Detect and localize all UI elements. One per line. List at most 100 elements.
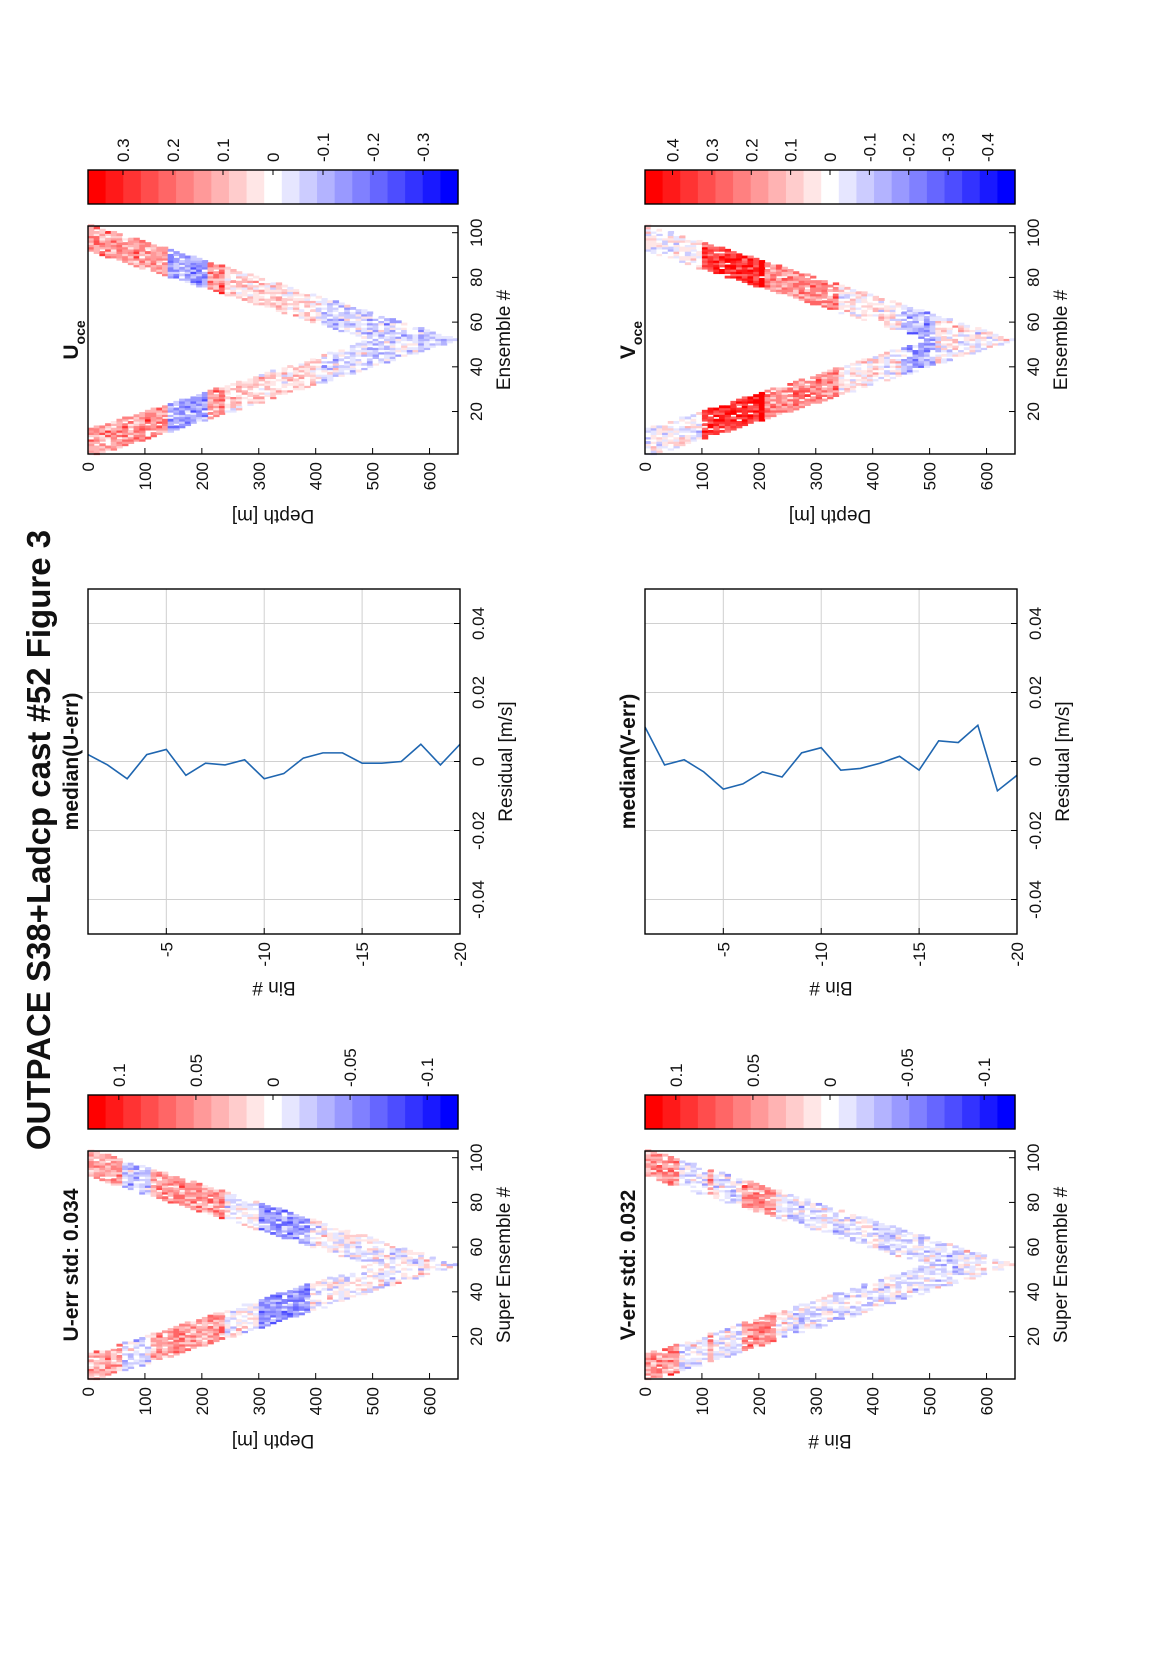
heatmap-cell	[332, 374, 340, 377]
heatmap-cell	[207, 1205, 214, 1208]
heatmap-cell	[292, 304, 300, 308]
heatmap-cell	[918, 1236, 925, 1240]
heatmap-cell	[139, 416, 146, 420]
heatmap-cell	[196, 407, 203, 411]
heatmap-cell	[679, 1368, 686, 1372]
heatmap-cell	[247, 1225, 254, 1229]
heatmap-cell	[810, 1227, 817, 1231]
heatmap-cell	[741, 1185, 749, 1188]
heatmap-cell	[236, 403, 243, 406]
heatmap-cell	[247, 1223, 254, 1226]
heatmap-cell	[338, 1229, 345, 1233]
heatmap-cell	[372, 1281, 379, 1284]
heatmap-cell	[656, 1354, 663, 1358]
heatmap-cell	[270, 1319, 277, 1322]
heatmap-cell	[775, 1200, 783, 1204]
heatmap-cell	[264, 382, 271, 386]
heatmap-cell	[952, 1274, 959, 1278]
heatmap-cell	[190, 418, 197, 422]
heatmap-cell	[144, 1173, 152, 1177]
heatmap-cell	[781, 1214, 788, 1217]
heatmap-cell	[770, 1339, 777, 1343]
heatmap-cell	[753, 405, 760, 409]
heatmap-cell	[696, 1352, 703, 1356]
heatmap-cell	[139, 1359, 146, 1363]
heatmap-cell	[133, 1350, 140, 1354]
heatmap-cell	[810, 385, 817, 389]
heatmap-cell	[906, 1256, 914, 1260]
heatmap-cell	[184, 1187, 192, 1191]
heatmap-cell	[224, 1323, 231, 1327]
heatmap-cell	[366, 353, 374, 357]
heatmap-cell	[929, 353, 936, 357]
heatmap-cell	[849, 1294, 857, 1298]
heatmap-cell	[355, 311, 362, 315]
heatmap-cell	[764, 405, 771, 409]
heatmap-cell	[372, 1274, 379, 1278]
heatmap-cell	[162, 257, 169, 261]
heatmap-cell	[93, 441, 100, 444]
heatmap-cell	[196, 257, 203, 261]
heatmap-cell	[758, 1332, 766, 1336]
heatmap-cell	[867, 367, 874, 371]
heatmap-cell	[401, 1247, 408, 1251]
heatmap-cell	[401, 333, 408, 337]
heatmap-cell	[690, 438, 697, 442]
heatmap-cell	[395, 333, 402, 337]
heatmap-cell	[213, 271, 220, 275]
heatmap-cell	[696, 427, 703, 431]
heatmap-cell	[99, 1160, 106, 1164]
heatmap-cell	[667, 1164, 675, 1168]
heatmap-cell	[867, 1299, 874, 1302]
heatmap-cell	[758, 1328, 766, 1331]
heatmap-cell	[236, 1328, 243, 1331]
heatmap-cell	[110, 443, 118, 447]
heatmap-cell	[713, 420, 720, 424]
heatmap-cell	[127, 1182, 135, 1186]
heatmap-cell	[713, 1173, 720, 1177]
heatmap-cell	[310, 311, 317, 315]
heatmap-cell	[645, 1153, 652, 1157]
heatmap-cell	[724, 420, 731, 424]
heatmap-cell	[650, 1372, 657, 1376]
heatmap-cell	[946, 331, 953, 335]
heatmap-cell	[355, 365, 362, 368]
heatmap-cell	[93, 1171, 100, 1175]
heatmap-cell	[315, 1292, 322, 1296]
heatmap-cell	[673, 434, 680, 438]
heatmap-cell	[673, 1162, 680, 1166]
heatmap-cell	[401, 1278, 408, 1282]
heatmap-cell	[849, 1231, 857, 1235]
heatmap-cell	[344, 1243, 351, 1246]
heatmap-cell	[338, 302, 345, 306]
heatmap-cell	[958, 353, 965, 357]
heatmap-cell	[270, 387, 277, 391]
heatmap-cell	[975, 1263, 982, 1267]
heatmap-cell	[105, 1180, 112, 1184]
heatmap-cell	[867, 1225, 874, 1229]
heatmap-cell	[986, 1256, 993, 1260]
heatmap-cell	[918, 1243, 925, 1246]
heatmap-cell	[912, 351, 919, 355]
heatmap-cell	[815, 1319, 823, 1322]
heatmap-cell	[201, 405, 209, 409]
heatmap-cell	[127, 1180, 135, 1184]
heatmap-cell	[912, 1290, 919, 1293]
heatmap-cell	[88, 1167, 95, 1170]
heatmap-cell	[821, 391, 828, 395]
heatmap-cell	[292, 382, 300, 386]
heatmap-cell	[372, 1263, 379, 1267]
heatmap-cell	[292, 1223, 300, 1226]
heatmap-cell	[804, 1220, 811, 1224]
heatmap-cell	[236, 1312, 243, 1316]
heatmap-cell	[719, 1345, 726, 1349]
heatmap-cell	[184, 409, 192, 413]
heatmap-cell	[127, 1366, 135, 1369]
heatmap-cell	[707, 407, 714, 411]
heatmap-cell	[923, 1278, 931, 1282]
heatmap-cell	[122, 1171, 129, 1175]
heatmap-cell	[667, 1352, 675, 1356]
heatmap-cell	[315, 306, 322, 310]
heatmap-cell	[741, 409, 749, 413]
heatmap-cell	[435, 1261, 442, 1264]
